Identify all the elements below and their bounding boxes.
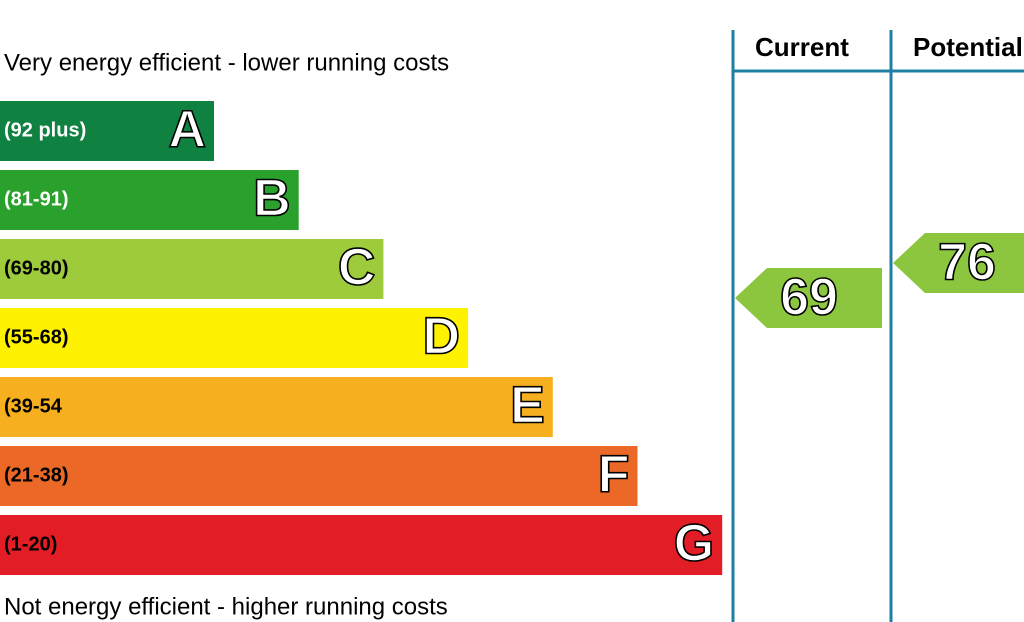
band-range: (69-80): [4, 257, 68, 279]
column-header: Current: [755, 32, 849, 62]
band-letter: B: [253, 170, 291, 228]
rating-arrow: [893, 233, 1024, 293]
band-letter: D: [423, 308, 461, 366]
band-bar: [0, 515, 723, 575]
band-bar: [0, 170, 299, 230]
band-letter: E: [510, 377, 545, 435]
band-letter: A: [168, 101, 206, 159]
band-range: (81-91): [4, 188, 68, 210]
band-bar: [0, 239, 384, 299]
band-letter: C: [338, 239, 376, 297]
rating-value: 69: [780, 269, 838, 327]
rating-value: 76: [938, 234, 996, 292]
band-range: (21-38): [4, 464, 68, 486]
band-letter: G: [674, 515, 714, 573]
band-range: (1-20): [4, 533, 57, 555]
band-range: (39-54: [4, 395, 63, 417]
column-header: Potential: [913, 32, 1023, 62]
band-range: (92 plus): [4, 119, 86, 141]
band-letter: F: [598, 446, 630, 504]
band-bar: [0, 101, 214, 161]
band-range: (55-68): [4, 326, 68, 348]
band-bar: [0, 308, 469, 368]
bottom-label: Not energy efficient - higher running co…: [4, 593, 448, 620]
rating-arrow: [735, 268, 882, 328]
band-bar: [0, 377, 553, 437]
band-bar: [0, 446, 638, 506]
top-label: Very energy efficient - lower running co…: [4, 49, 449, 76]
